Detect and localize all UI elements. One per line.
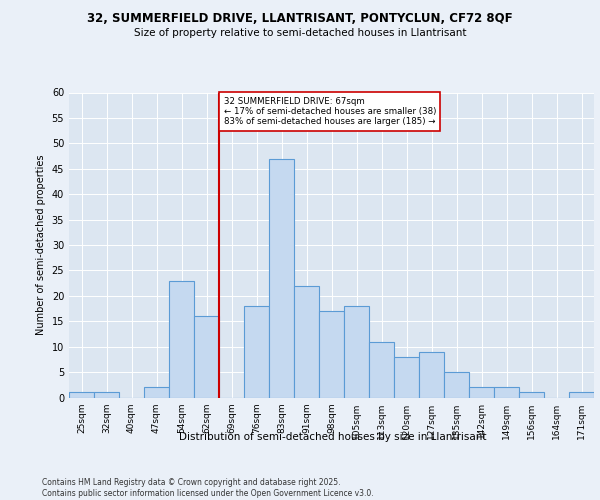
Bar <box>419 352 444 398</box>
Bar <box>94 392 119 398</box>
Bar <box>394 357 419 398</box>
Bar <box>344 306 369 398</box>
Bar <box>269 158 294 398</box>
Bar <box>294 286 319 398</box>
Bar <box>569 392 594 398</box>
Bar <box>369 342 394 398</box>
Bar <box>444 372 469 398</box>
Bar <box>194 316 219 398</box>
Bar <box>244 306 269 398</box>
Text: Size of property relative to semi-detached houses in Llantrisant: Size of property relative to semi-detach… <box>134 28 466 38</box>
Bar <box>319 311 344 398</box>
Bar <box>519 392 544 398</box>
Bar <box>144 388 169 398</box>
Text: 32 SUMMERFIELD DRIVE: 67sqm
← 17% of semi-detached houses are smaller (38)
83% o: 32 SUMMERFIELD DRIVE: 67sqm ← 17% of sem… <box>223 96 436 126</box>
Bar <box>169 280 194 398</box>
Bar <box>469 388 494 398</box>
Bar <box>494 388 519 398</box>
Bar <box>69 392 94 398</box>
Text: 32, SUMMERFIELD DRIVE, LLANTRISANT, PONTYCLUN, CF72 8QF: 32, SUMMERFIELD DRIVE, LLANTRISANT, PONT… <box>87 12 513 26</box>
Text: Distribution of semi-detached houses by size in Llantrisant: Distribution of semi-detached houses by … <box>179 432 487 442</box>
Text: Contains HM Land Registry data © Crown copyright and database right 2025.
Contai: Contains HM Land Registry data © Crown c… <box>42 478 374 498</box>
Y-axis label: Number of semi-detached properties: Number of semi-detached properties <box>36 155 46 335</box>
